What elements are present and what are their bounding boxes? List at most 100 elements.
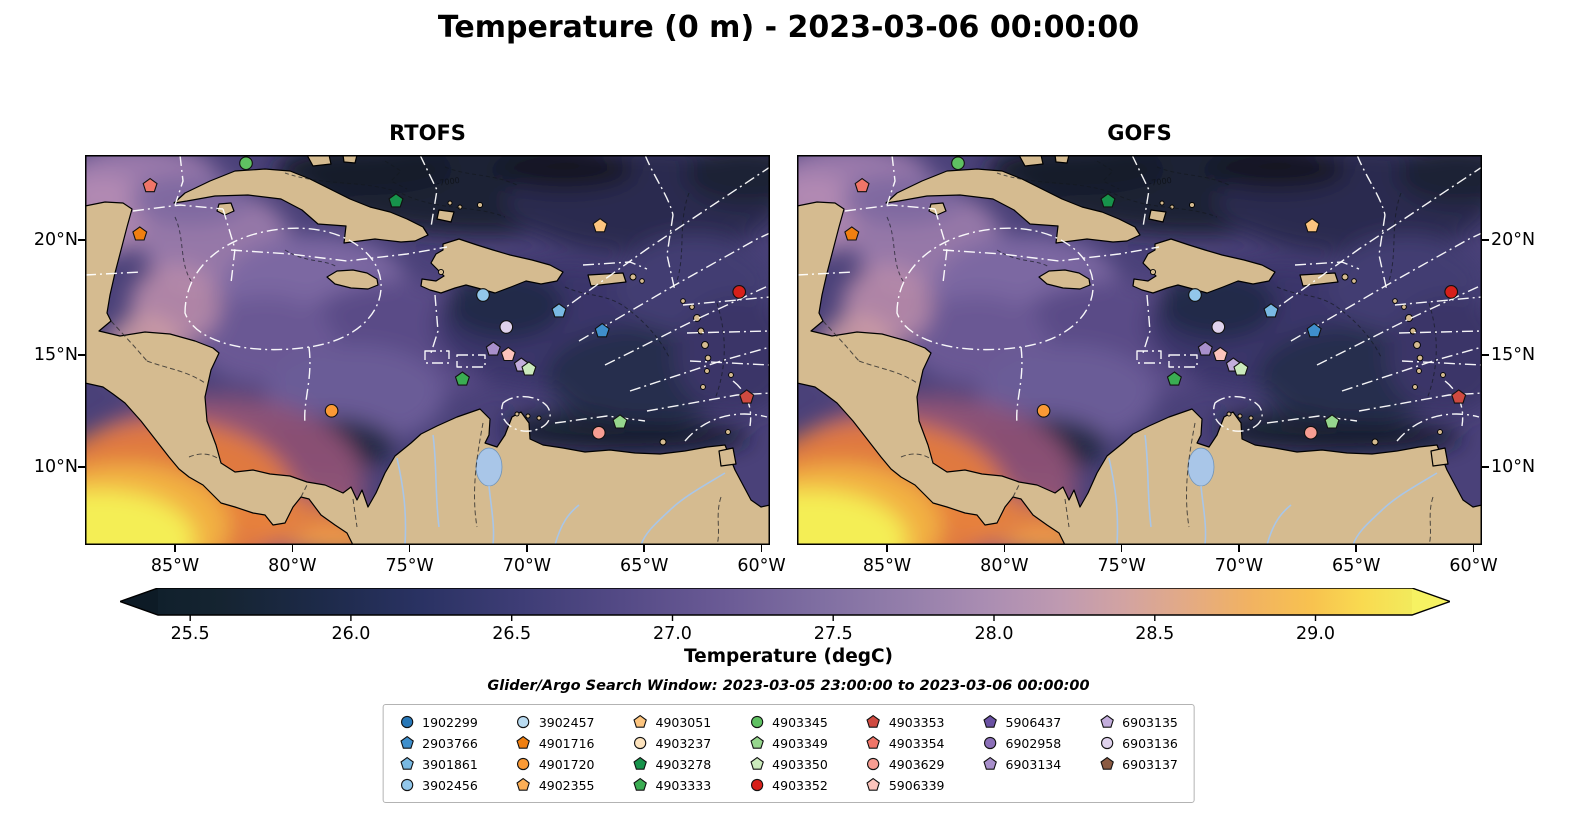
colorbar-extend-min	[120, 588, 158, 615]
pentagon-marker-icon	[749, 735, 764, 749]
eez-boundaries	[85, 155, 770, 442]
y-tick-mark	[1482, 466, 1489, 468]
x-tick-label: 85°W	[862, 556, 912, 576]
x-tick-mark	[1120, 545, 1123, 552]
pentagon-marker-icon	[633, 714, 647, 728]
legend-label: 5906437	[1005, 714, 1062, 730]
observation-marker-4903350	[1233, 361, 1249, 376]
legend-column: 5906437 6902958 6903134	[983, 712, 1062, 795]
legend-item: 5906339	[866, 775, 945, 795]
circle-marker-icon	[1100, 736, 1113, 750]
y-tick-label: 20°N	[33, 230, 78, 251]
x-tick-label: 60°W	[1449, 556, 1498, 576]
legend-label: 4903278	[655, 756, 712, 772]
pentagon-marker-icon	[983, 756, 997, 770]
y-tick-mark	[1482, 354, 1489, 356]
figure-title: Temperature (0 m) - 2023-03-06 00:00:00	[437, 10, 1140, 45]
x-tick-label: 75°W	[385, 556, 434, 576]
eez-boundaries	[797, 155, 1482, 442]
x-tick-mark	[643, 545, 645, 552]
legend-label: 2903766	[422, 735, 478, 751]
observation-marker-3902456	[476, 288, 490, 302]
observation-marker-4903352	[1444, 285, 1459, 299]
x-tick-mark	[886, 545, 888, 552]
panel-title-gofs: GOFS	[1107, 121, 1172, 145]
legend-column: 3902457 4901716 4901720 4902355	[516, 712, 595, 795]
circle-marker-icon	[400, 715, 413, 729]
y-tick-mark	[78, 354, 85, 356]
pentagon-marker-icon	[866, 714, 881, 728]
circle-marker-icon	[517, 715, 530, 729]
observation-marker-5906339	[1212, 346, 1228, 362]
colorbar-tick-label: 26.5	[492, 624, 532, 644]
observation-marker-4903333	[1166, 371, 1182, 386]
observation-marker-2903766	[594, 322, 610, 338]
legend-label: 4903237	[655, 735, 712, 751]
legend-item: 4903278	[632, 754, 711, 774]
lake-maracaibo	[1187, 447, 1215, 487]
search-window-note: Glider/Argo Search Window: 2023-03-05 23…	[487, 678, 1090, 694]
legend-item: 4903350	[749, 754, 828, 774]
legend-label: 6903136	[1122, 735, 1178, 751]
x-tick-label: 65°W	[1332, 556, 1381, 576]
legend-label: 4903349	[772, 735, 828, 751]
y-tick-label: 20°N	[1491, 230, 1536, 251]
pentagon-marker-icon	[633, 777, 647, 791]
y-tick-mark	[1482, 239, 1489, 241]
legend-label: 6903135	[1122, 714, 1178, 730]
legend-item: 4901720	[516, 754, 594, 774]
axes-frame	[797, 155, 1482, 545]
pentagon-marker-icon	[633, 756, 647, 770]
observation-marker-4903629	[1303, 425, 1318, 440]
observation-marker-6903136	[499, 320, 514, 334]
legend-label: 3902456	[422, 777, 478, 793]
observation-marker-6903136	[1211, 320, 1226, 334]
panel-gofs: GOFS -7000 85°W 80°W 75°W 70°W 65°W 60°W 20°N 1…	[797, 121, 1535, 576]
legend-item: 4903353	[866, 712, 945, 732]
legend-item: 4903051	[632, 712, 711, 732]
y-tick-label: 10°N	[1491, 457, 1536, 477]
x-tick-mark	[760, 545, 763, 552]
observation-marker-4901716	[132, 226, 148, 241]
pentagon-marker-icon	[516, 777, 531, 791]
legend-label: 3902457	[538, 714, 595, 730]
observation-marker-4903354	[142, 177, 158, 193]
rivers	[396, 434, 726, 545]
pentagon-marker-icon	[1099, 714, 1114, 728]
legend-item: 6903136	[1099, 733, 1178, 753]
x-tick-mark	[1003, 545, 1006, 552]
legend-item: 6903137	[1099, 754, 1178, 774]
legend-label: 4903333	[655, 777, 712, 793]
observation-marker-6903134	[485, 341, 501, 356]
legend-item: 5906437	[983, 712, 1062, 732]
legend-item: 4903237	[632, 733, 711, 753]
legend-item: 6903134	[983, 754, 1061, 774]
observation-marker-4903629	[591, 425, 606, 440]
legend-label: 4903352	[772, 777, 828, 793]
legend-label: 4903354	[888, 735, 945, 751]
colorbar-tick-label: 27.0	[652, 624, 692, 644]
pentagon-marker-icon	[516, 735, 531, 749]
observation-marker-4903352	[732, 285, 747, 299]
legend-item: 4901716	[516, 733, 594, 753]
x-tick-mark	[1355, 545, 1357, 552]
land-mass	[797, 155, 1482, 545]
observation-marker-4903350	[521, 361, 537, 376]
observation-marker-4903354	[854, 177, 870, 193]
legend-label: 4902355	[538, 777, 595, 793]
observation-marker-3901861	[551, 303, 567, 318]
y-tick-label: 10°N	[33, 457, 78, 477]
observation-marker-4903353	[1451, 389, 1467, 404]
x-tick-mark	[526, 545, 528, 552]
legend-column: 6903135 6903136 6903137	[1099, 712, 1178, 795]
legend-item: 4903333	[632, 775, 711, 795]
x-tick-mark	[408, 545, 411, 552]
colorbar-tick-label: 25.5	[170, 624, 210, 644]
x-tick-mark	[1472, 545, 1475, 552]
colorbar-outline	[117, 587, 1453, 616]
pentagon-marker-icon	[399, 756, 414, 770]
axes-frame	[85, 155, 770, 545]
observation-marker-4903349	[612, 414, 628, 429]
y-tick-label: 15°N	[1491, 345, 1536, 366]
